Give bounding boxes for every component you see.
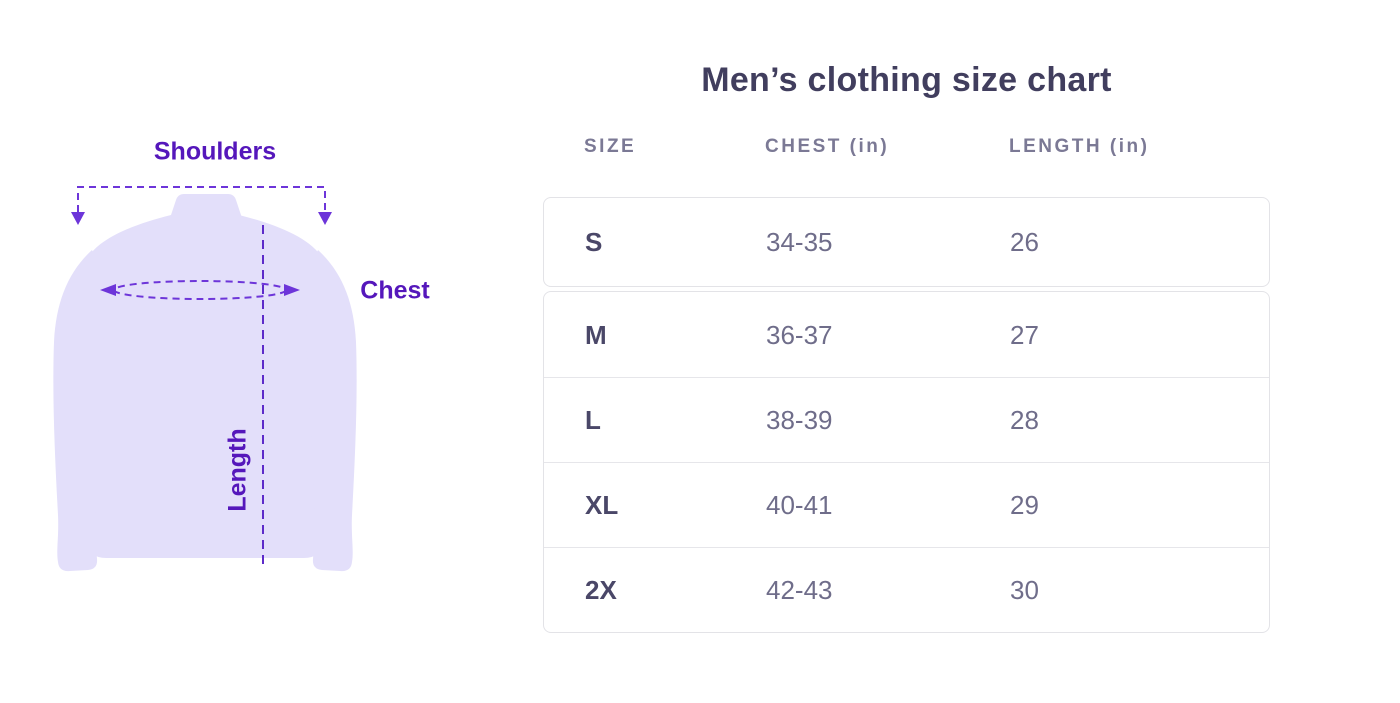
chest-cell: 34-35 bbox=[766, 227, 833, 257]
shirt-illustration bbox=[53, 186, 357, 572]
chest-cell: 36-37 bbox=[766, 319, 833, 350]
size-cell: L bbox=[585, 405, 601, 435]
size-chart-panel: Men’s clothing size chart SIZE CHEST (in… bbox=[543, 40, 1270, 633]
shirt-diagram: Shoulders Chest Length bbox=[30, 130, 470, 650]
length-cell: 28 bbox=[1010, 405, 1039, 435]
length-cell: 29 bbox=[1010, 490, 1039, 520]
column-header-length: LENGTH (in) bbox=[1009, 136, 1150, 157]
chest-label: Chest bbox=[360, 276, 430, 305]
table-row: L 38-39 28 bbox=[544, 377, 1269, 462]
table-row: S 34-35 26 bbox=[543, 197, 1270, 287]
page-title: Men’s clothing size chart bbox=[701, 61, 1112, 99]
shoulders-measurement-arrows bbox=[71, 186, 332, 225]
table-header: SIZE CHEST (in) LENGTH (in) bbox=[543, 136, 1270, 158]
length-cell: 27 bbox=[1010, 319, 1039, 350]
length-label: Length bbox=[223, 428, 252, 512]
chest-cell: 38-39 bbox=[766, 405, 833, 435]
size-cell: S bbox=[585, 227, 603, 257]
table-row: M 36-37 27 bbox=[544, 292, 1269, 377]
length-cell: 26 bbox=[1010, 227, 1039, 257]
chest-cell: 42-43 bbox=[766, 575, 833, 605]
size-cell: XL bbox=[585, 490, 619, 520]
shoulders-label: Shoulders bbox=[153, 137, 277, 166]
chest-cell: 40-41 bbox=[766, 490, 833, 520]
table-body: M 36-37 27 L 38-39 28 XL 40-41 29 2X 42-… bbox=[543, 291, 1270, 633]
size-cell: 2X bbox=[585, 575, 617, 605]
size-cell: M bbox=[585, 319, 607, 350]
table-row: XL 40-41 29 bbox=[544, 462, 1269, 547]
chest-measurement-ellipse bbox=[100, 280, 300, 300]
column-header-size: SIZE bbox=[584, 136, 637, 157]
shirt-shape bbox=[53, 194, 357, 572]
column-header-chest: CHEST (in) bbox=[765, 136, 890, 157]
table-row: 2X 42-43 30 bbox=[544, 547, 1269, 632]
length-cell: 30 bbox=[1010, 575, 1039, 605]
